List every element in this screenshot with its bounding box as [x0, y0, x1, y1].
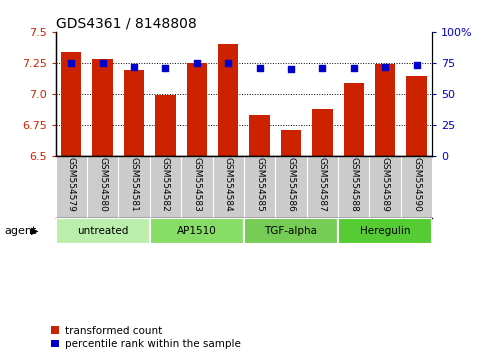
Point	[412, 62, 420, 68]
Text: GSM554590: GSM554590	[412, 157, 421, 212]
Bar	[150, 218, 244, 244]
Bar	[312, 109, 333, 156]
Point	[99, 60, 107, 66]
Text: GSM554589: GSM554589	[381, 157, 390, 212]
Text: GSM554579: GSM554579	[67, 157, 76, 212]
Bar	[343, 82, 364, 156]
Text: AP1510: AP1510	[177, 226, 217, 236]
Text: GDS4361 / 8148808: GDS4361 / 8148808	[56, 17, 196, 31]
Text: GSM554580: GSM554580	[98, 157, 107, 212]
Point	[256, 65, 264, 71]
Text: ▶: ▶	[31, 226, 39, 236]
Point	[68, 60, 75, 66]
Bar	[92, 59, 113, 156]
Bar	[186, 63, 207, 156]
Point	[350, 65, 357, 71]
Text: GSM554586: GSM554586	[286, 157, 296, 212]
Point	[224, 60, 232, 66]
Text: GSM554587: GSM554587	[318, 157, 327, 212]
Bar	[281, 130, 301, 156]
Bar	[406, 76, 427, 156]
Bar	[244, 218, 338, 244]
Bar	[155, 95, 176, 156]
Text: untreated: untreated	[77, 226, 128, 236]
Text: GSM554588: GSM554588	[349, 157, 358, 212]
Bar	[56, 218, 150, 244]
Point	[193, 60, 201, 66]
Text: GSM554582: GSM554582	[161, 157, 170, 212]
Text: GSM554581: GSM554581	[129, 157, 139, 212]
Bar	[375, 64, 396, 156]
Bar	[124, 70, 144, 156]
Text: GSM554585: GSM554585	[255, 157, 264, 212]
Point	[319, 65, 327, 71]
Point	[161, 65, 170, 71]
Text: agent: agent	[5, 226, 37, 236]
Text: GSM554584: GSM554584	[224, 157, 233, 212]
Text: Heregulin: Heregulin	[360, 226, 411, 236]
Text: TGF-alpha: TGF-alpha	[265, 226, 317, 236]
Point	[287, 66, 295, 72]
Bar	[249, 115, 270, 156]
Point	[382, 64, 389, 69]
Text: GSM554583: GSM554583	[192, 157, 201, 212]
Legend: transformed count, percentile rank within the sample: transformed count, percentile rank withi…	[51, 326, 241, 349]
Bar	[338, 218, 432, 244]
Bar	[61, 52, 82, 156]
Bar	[218, 44, 239, 156]
Point	[130, 64, 138, 69]
